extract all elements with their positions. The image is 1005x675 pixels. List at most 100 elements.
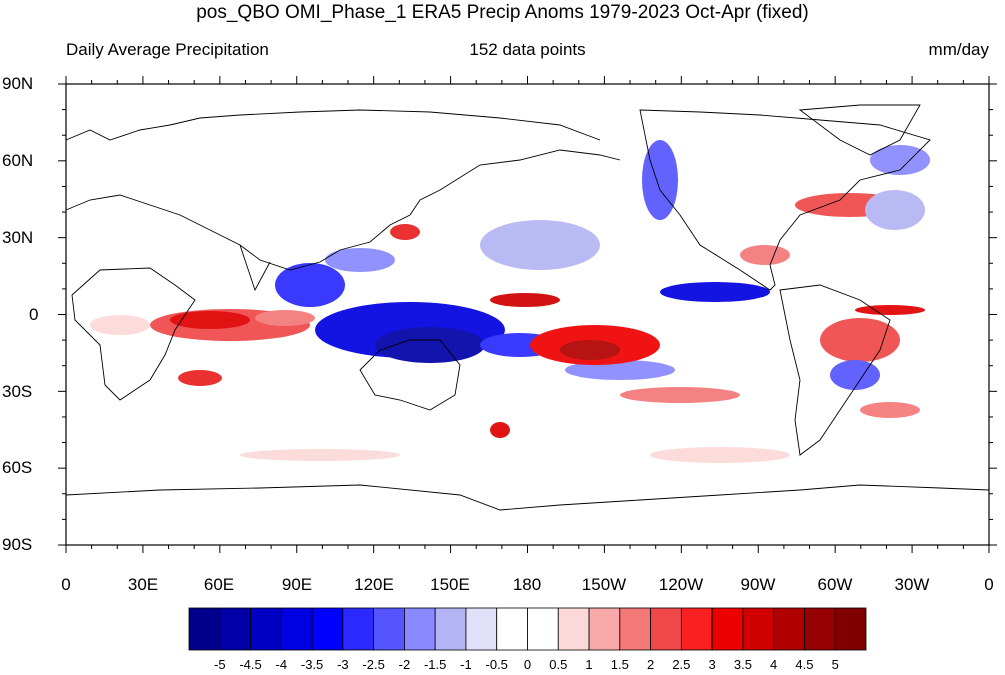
colorbar-box — [527, 607, 559, 651]
lon-label-120w: 120W — [658, 575, 704, 594]
colorbar-box — [404, 607, 436, 651]
anomaly-patch-neg — [830, 360, 880, 390]
lon-label-120e: 120E — [354, 575, 394, 594]
colorbar-box — [250, 607, 282, 651]
lon-label-0: 0 — [61, 575, 71, 594]
map-title: pos_QBO OMI_Phase_1 ERA5 Precip Anoms 19… — [196, 2, 809, 23]
axis-ticks — [58, 76, 997, 553]
lat-label-eq: 0 — [29, 305, 39, 324]
colorbar-boxes — [188, 607, 867, 651]
precip-anomaly-map — [58, 76, 997, 553]
colorbar-box — [650, 607, 682, 651]
colorbar-box — [680, 607, 713, 651]
coastlines — [65, 104, 990, 511]
lon-label-30w: 30W — [894, 575, 930, 594]
lon-label-150w: 150W — [581, 575, 627, 594]
colorbar-box — [219, 607, 251, 651]
colorbar-label: 2.5 — [672, 657, 691, 672]
anomaly-patch-pos — [620, 387, 740, 403]
colorbar-box — [557, 607, 590, 651]
anomaly-patch-pos — [170, 311, 250, 329]
colorbar-box — [742, 607, 775, 651]
antarctica-coastline — [65, 484, 990, 511]
colorbar-label: 4.5 — [795, 657, 814, 672]
colorbar-label: 0.5 — [549, 657, 568, 672]
anomaly-patch-neg — [325, 248, 395, 272]
colorbar-label: -5 — [213, 657, 226, 672]
colorbar-label: 3.5 — [733, 657, 752, 672]
australia-coastline — [359, 339, 461, 411]
lon-label-180: 180 — [512, 575, 542, 594]
units-label: mm/day — [928, 40, 989, 59]
colorbar-box — [342, 607, 375, 651]
lat-label-60n: 60N — [2, 151, 34, 170]
anomaly-patch-pos — [490, 422, 510, 438]
anomaly-patch-neg — [275, 263, 345, 307]
anomaly-patch-pos — [740, 245, 790, 265]
arctic-coastline — [65, 109, 601, 141]
lat-label-30s: 30S — [2, 382, 33, 401]
lat-label-90s: 90S — [2, 535, 33, 554]
lat-label-30n: 30N — [2, 228, 34, 247]
anomaly-patch-neg — [375, 327, 485, 363]
colorbar-box — [588, 607, 621, 651]
anomaly-patch-neg — [865, 190, 925, 230]
colorbar-label: -4 — [275, 657, 288, 672]
colorbar-label: 5 — [831, 657, 839, 672]
anomaly-patch-pos — [390, 224, 420, 240]
variable-label: Daily Average Precipitation — [66, 40, 269, 59]
colorbar-box — [280, 607, 313, 651]
anomaly-patch-pos — [650, 447, 790, 463]
colorbar-label: -0.5 — [485, 657, 508, 672]
colorbar-label: -1.5 — [423, 657, 447, 672]
anomaly-patch-pos — [855, 305, 925, 315]
lat-label-60s: 60S — [2, 458, 33, 477]
colorbar-box — [465, 607, 498, 651]
data-points-label: 152 data points — [469, 40, 586, 59]
anomaly-patch-pos — [90, 315, 150, 335]
colorbar-label: 4 — [770, 657, 778, 672]
colorbar-label: -3.5 — [300, 657, 324, 672]
south-america-coastline — [779, 284, 891, 456]
anomaly-patch-neg — [870, 145, 930, 175]
colorbar-label: -2.5 — [362, 657, 385, 672]
anomaly-patch-neg — [642, 140, 678, 220]
africa-coastline — [71, 267, 196, 401]
lat-label-90n: 90N — [2, 74, 34, 93]
colorbar-label: 1.5 — [610, 657, 629, 672]
anomaly-field — [90, 140, 930, 463]
colorbar-label: 2 — [646, 657, 655, 672]
north-america-coastline — [639, 109, 931, 291]
lon-label-60w: 60W — [817, 575, 853, 594]
colorbar-label: 1 — [585, 657, 593, 672]
colorbar-box — [188, 607, 221, 651]
colorbar-box — [373, 607, 405, 651]
eurasia-coastline — [65, 149, 621, 271]
colorbar-box — [711, 607, 744, 651]
colorbar-box — [834, 607, 867, 651]
lon-label-60e: 60E — [203, 575, 235, 594]
colorbar-box — [434, 607, 467, 651]
colorbar-box — [804, 607, 836, 651]
colorbar-label: -3 — [337, 657, 349, 672]
anomaly-patch-pos — [490, 293, 560, 307]
colorbar-box — [496, 607, 528, 651]
lon-label-150e: 150E — [430, 575, 470, 594]
colorbar-box — [311, 607, 344, 651]
colorbar-label: -2 — [398, 657, 411, 672]
anomaly-patch-pos — [255, 310, 315, 326]
anomaly-patch-neg — [660, 282, 770, 302]
colorbar-label: -1 — [460, 657, 472, 672]
lon-label-90w: 90W — [740, 575, 776, 594]
colorbar-label: 0 — [523, 657, 532, 672]
colorbar-label: -4.5 — [239, 657, 262, 672]
anomaly-patch-pos — [240, 449, 400, 461]
lon-label-90e: 90E — [281, 575, 313, 594]
colorbar-label: 3 — [708, 657, 716, 672]
greenland-coastline — [798, 104, 921, 156]
anomaly-patch-neg — [480, 220, 600, 270]
colorbar-box — [619, 607, 651, 651]
colorbar-box — [773, 607, 805, 651]
india-coastline — [239, 244, 271, 292]
lon-label-0-end: 0 — [984, 575, 994, 594]
